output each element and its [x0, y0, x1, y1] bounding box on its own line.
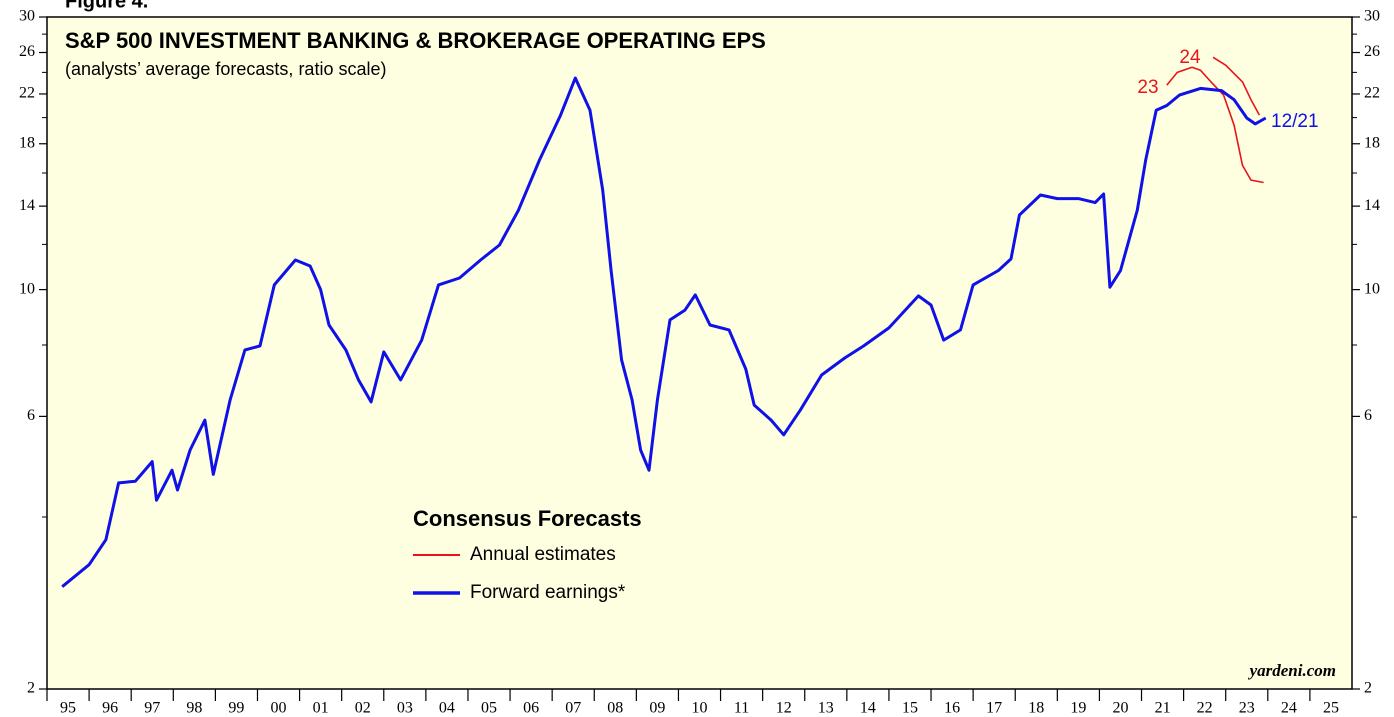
figure-label: Figure 4.	[65, 0, 148, 12]
x-tick-label: 14	[860, 700, 876, 717]
y-tick-label-right: 18	[1364, 134, 1380, 151]
y-tick-label-right: 2	[1364, 680, 1372, 697]
plot-area	[46, 16, 1353, 690]
x-tick-label: 11	[734, 700, 749, 717]
x-tick-label: 08	[607, 700, 623, 717]
x-tick-label: 02	[355, 700, 371, 717]
x-tick-label: 13	[818, 700, 834, 717]
annotation: 12/21	[1271, 111, 1319, 132]
y-tick-label-right: 14	[1364, 197, 1380, 214]
x-tick-label: 95	[60, 700, 76, 717]
y-tick-label: 30	[19, 8, 35, 25]
x-tick-label: 20	[1112, 700, 1128, 717]
y-tick-label: 18	[19, 134, 35, 151]
x-tick-label: 19	[1070, 700, 1086, 717]
y-tick-label-right: 6	[1364, 407, 1372, 424]
x-tick-label: 23	[1239, 700, 1255, 717]
series-line	[61, 76, 1267, 588]
x-tick-label: 22	[1197, 700, 1213, 717]
x-tick-label: 15	[902, 700, 918, 717]
x-tick-label: 10	[692, 700, 708, 717]
y-tick-label: 26	[19, 43, 35, 60]
legend-title: Consensus Forecasts	[413, 506, 642, 531]
y-tick-label-right: 30	[1364, 8, 1380, 25]
y-tick-label-right: 22	[1364, 85, 1380, 102]
x-tick-label: 03	[397, 700, 413, 717]
y-tick-label-right: 10	[1364, 280, 1380, 297]
x-tick-label: 00	[271, 700, 287, 717]
x-tick-label: 25	[1323, 700, 1339, 717]
x-tick-label: 21	[1155, 700, 1171, 717]
y-tick-label: 10	[19, 280, 35, 297]
x-tick-label: 24	[1281, 700, 1297, 717]
x-tick-label: 12	[776, 700, 792, 717]
x-tick-label: 18	[1028, 700, 1044, 717]
x-tick-label: 04	[439, 700, 455, 717]
series-line	[1166, 56, 1264, 184]
x-tick-label: 06	[523, 700, 539, 717]
x-tick-label: 99	[228, 700, 244, 717]
y-tick-label: 22	[19, 85, 35, 102]
x-tick-label: 96	[102, 700, 118, 717]
x-tick-label: 05	[481, 700, 497, 717]
source: yardeni.com	[1248, 661, 1336, 680]
x-tick-label: 01	[313, 700, 329, 717]
annotation: 23	[1137, 77, 1158, 98]
legend-label: Forward earnings*	[470, 582, 626, 603]
chart-title: S&P 500 INVESTMENT BANKING & BROKERAGE O…	[65, 28, 766, 53]
x-tick-label: 07	[565, 700, 581, 717]
y-tick-label: 6	[27, 407, 35, 424]
x-tick-label: 97	[144, 700, 160, 717]
x-tick-label: 17	[986, 700, 1002, 717]
x-tick-label: 09	[649, 700, 665, 717]
y-tick-label-right: 26	[1364, 43, 1380, 60]
annotation: 24	[1179, 47, 1201, 68]
y-tick-label: 2	[27, 680, 35, 697]
x-tick-label: 16	[944, 700, 960, 717]
x-tick-label: 98	[186, 700, 202, 717]
legend-label: Annual estimates	[470, 544, 616, 565]
chart-subtitle: (analysts’ average forecasts, ratio scal…	[65, 59, 386, 79]
y-tick-label: 14	[19, 197, 35, 214]
